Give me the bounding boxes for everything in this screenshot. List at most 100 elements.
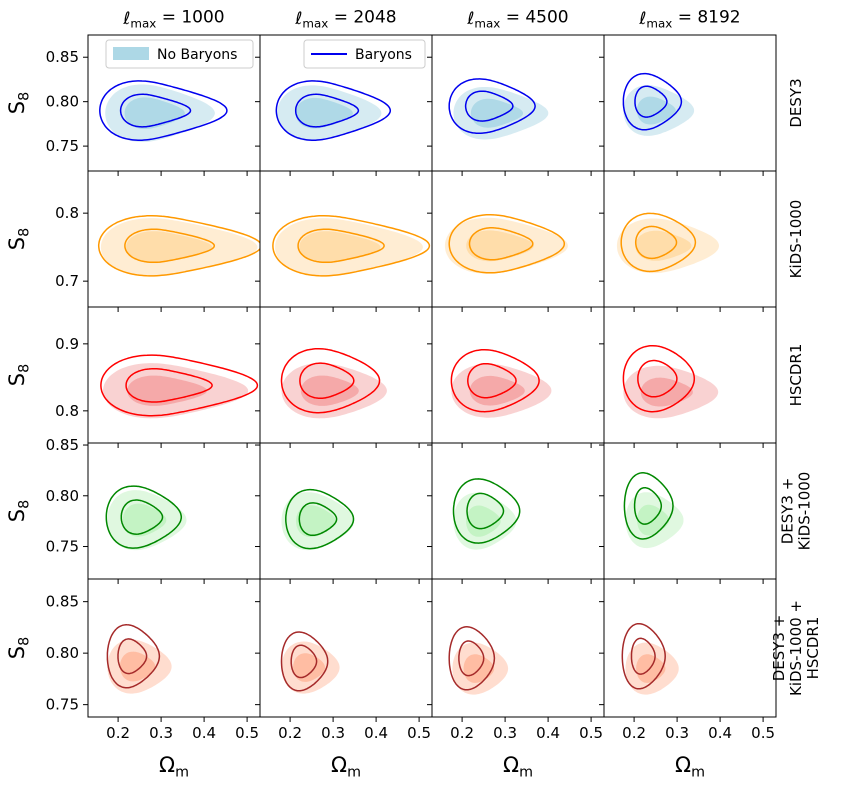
baryons-contour-68 — [467, 362, 517, 399]
y-tick-label: 0.75 — [46, 538, 79, 556]
y-tick-label: 0.85 — [46, 436, 79, 454]
y-axis-label-base: S — [5, 373, 29, 386]
column-title-base: ℓ — [638, 9, 646, 29]
baryons-contour-68 — [120, 499, 164, 535]
panel-r4-c3 — [452, 478, 521, 550]
panel-r3-c2 — [280, 347, 387, 419]
panel-frame — [431, 578, 605, 718]
y-axis-label-base: S — [5, 237, 29, 250]
x-tick-label: 0.3 — [665, 724, 689, 742]
baryons-contour-95 — [272, 214, 431, 277]
column-title-value: 8192 — [697, 7, 740, 27]
baryons-contour-95 — [620, 212, 697, 273]
y-tick-label: 0.80 — [46, 487, 79, 505]
baryons-contour-95 — [280, 631, 329, 692]
baryons-contour-68 — [464, 90, 514, 122]
column-title-subscript: max — [302, 17, 328, 31]
row-label: DESY3 +KiDS-1000 — [779, 472, 814, 551]
panel-r3-c3 — [450, 348, 552, 418]
row-label: DESY3 — [787, 78, 805, 127]
panel-r1-c4 — [622, 72, 695, 136]
baryons-contour-95 — [280, 347, 381, 414]
baryons-contour-68 — [299, 362, 355, 400]
row-label-line: KiDS-1000 — [787, 200, 805, 279]
column-title: ℓmax = 4500 — [466, 7, 568, 30]
no-baryons-contour-68 — [127, 375, 208, 406]
baryons-contour-68 — [290, 644, 318, 679]
baryons-contour-95 — [448, 626, 496, 691]
column-title-subscript: max — [474, 17, 500, 31]
row-label: DESY3 +KiDS-1000 +HSCDR1 — [770, 600, 822, 696]
panel-r1-c3 — [448, 78, 549, 140]
panel-r1-c2 — [275, 80, 392, 142]
column-title-equals: = — [500, 7, 525, 27]
y-tick-label: 0.85 — [46, 593, 79, 611]
x-tick-label: 0.2 — [106, 724, 130, 742]
row-label-line: DESY3 — [787, 78, 805, 127]
baryons-contour-95 — [106, 624, 161, 689]
x-tick-label: 0.4 — [708, 724, 732, 742]
y-axis-label-base: S — [5, 646, 29, 659]
panel-r1-c1 — [99, 80, 228, 142]
x-axis-label-base: Ω — [159, 753, 175, 777]
x-axis-label-subscript: m — [519, 764, 533, 780]
no-baryons-contour-68 — [126, 231, 213, 264]
y-axis-label-subscript: 8 — [16, 228, 32, 237]
column-title-value: 2048 — [353, 7, 396, 27]
x-tick-label: 0.4 — [192, 724, 216, 742]
y-tick-label: 0.75 — [46, 696, 79, 714]
baryons-contour-95 — [275, 80, 392, 141]
y-tick-label: 0.8 — [55, 402, 79, 420]
baryons-contour-95 — [622, 344, 696, 413]
x-tick-label: 0.4 — [364, 724, 388, 742]
panel-r2-c1 — [97, 214, 260, 277]
baryons-contour-68 — [630, 637, 656, 675]
y-tick-label: 0.85 — [46, 48, 79, 66]
baryons-contour-95 — [622, 72, 683, 131]
x-axis-label: Ωm — [331, 753, 361, 780]
panel-r4-c4 — [623, 472, 684, 549]
no-baryons-contour-68 — [635, 230, 692, 261]
y-tick-label: 0.80 — [46, 93, 79, 111]
panel-r5-c2 — [280, 631, 340, 694]
baryons-contour-95 — [105, 485, 183, 549]
row-label-line: DESY3 + — [770, 615, 788, 682]
x-axis-label-base: Ω — [675, 753, 691, 777]
row-label-line: KiDS-1000 — [796, 472, 814, 551]
legend-label: No Baryons — [157, 47, 237, 63]
panel-r3-c1 — [100, 354, 259, 419]
panel-frame — [603, 578, 777, 718]
legend-label: Baryons — [355, 47, 412, 63]
x-axis-label-subscript: m — [347, 764, 361, 780]
y-axis-label-subscript: 8 — [16, 637, 32, 646]
x-axis-label: Ωm — [159, 753, 189, 780]
x-tick-label: 0.2 — [622, 724, 646, 742]
y-axis-label: S8 — [5, 637, 32, 659]
panel-r5-c3 — [448, 626, 509, 695]
y-axis-label-base: S — [5, 101, 29, 114]
legend-swatch-fill — [113, 47, 149, 60]
baryons-contour-68 — [294, 93, 360, 128]
y-axis-label-subscript: 8 — [16, 500, 32, 509]
column-title-value: 1000 — [181, 7, 224, 27]
column-title: ℓmax = 2048 — [294, 7, 396, 30]
legend-no-baryons: No Baryons — [105, 39, 254, 69]
row-label: HSCDR1 — [787, 344, 805, 407]
column-title: ℓmax = 1000 — [122, 7, 224, 30]
x-tick-label: 0.5 — [579, 724, 603, 742]
x-tick-label: 0.5 — [235, 724, 259, 742]
panel-r2-c3 — [444, 213, 568, 274]
column-title: ℓmax = 8192 — [638, 7, 740, 30]
baryons-contour-68 — [637, 359, 678, 398]
column-title-equals: = — [328, 7, 353, 27]
y-axis-label-base: S — [5, 509, 29, 522]
baryons-contour-68 — [458, 640, 485, 677]
no-baryons-contour-68 — [295, 97, 353, 129]
x-tick-label: 0.3 — [321, 724, 345, 742]
y-axis-label: S8 — [5, 92, 32, 114]
baryons-contour-95 — [450, 348, 540, 413]
baryons-contour-95 — [448, 78, 536, 135]
x-tick-label: 0.2 — [278, 724, 302, 742]
baryons-contour-95 — [623, 472, 674, 540]
